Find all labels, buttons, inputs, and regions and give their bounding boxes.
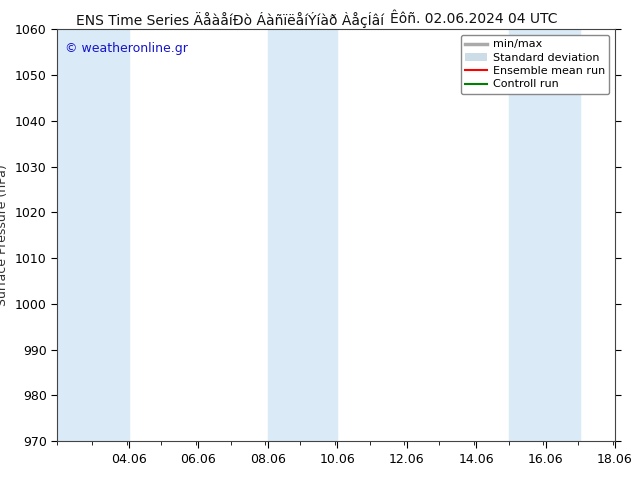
Y-axis label: Surface Pressure (hPa): Surface Pressure (hPa)	[0, 164, 10, 306]
Bar	[57, 29, 129, 441]
Legend: min/max, Standard deviation, Ensemble mean run, Controll run: min/max, Standard deviation, Ensemble me…	[460, 35, 609, 94]
Bar	[508, 29, 580, 441]
Text: Êôñ. 02.06.2024 04 UTC: Êôñ. 02.06.2024 04 UTC	[391, 12, 558, 26]
Bar	[268, 29, 337, 441]
Text: ENS Time Series ÄåàåíÐò ÁàñïëåíÝíàð ÀåçÍâí: ENS Time Series ÄåàåíÐò ÁàñïëåíÝíàð ÀåçÍ…	[76, 12, 384, 28]
Text: © weatheronline.gr: © weatheronline.gr	[65, 42, 188, 55]
